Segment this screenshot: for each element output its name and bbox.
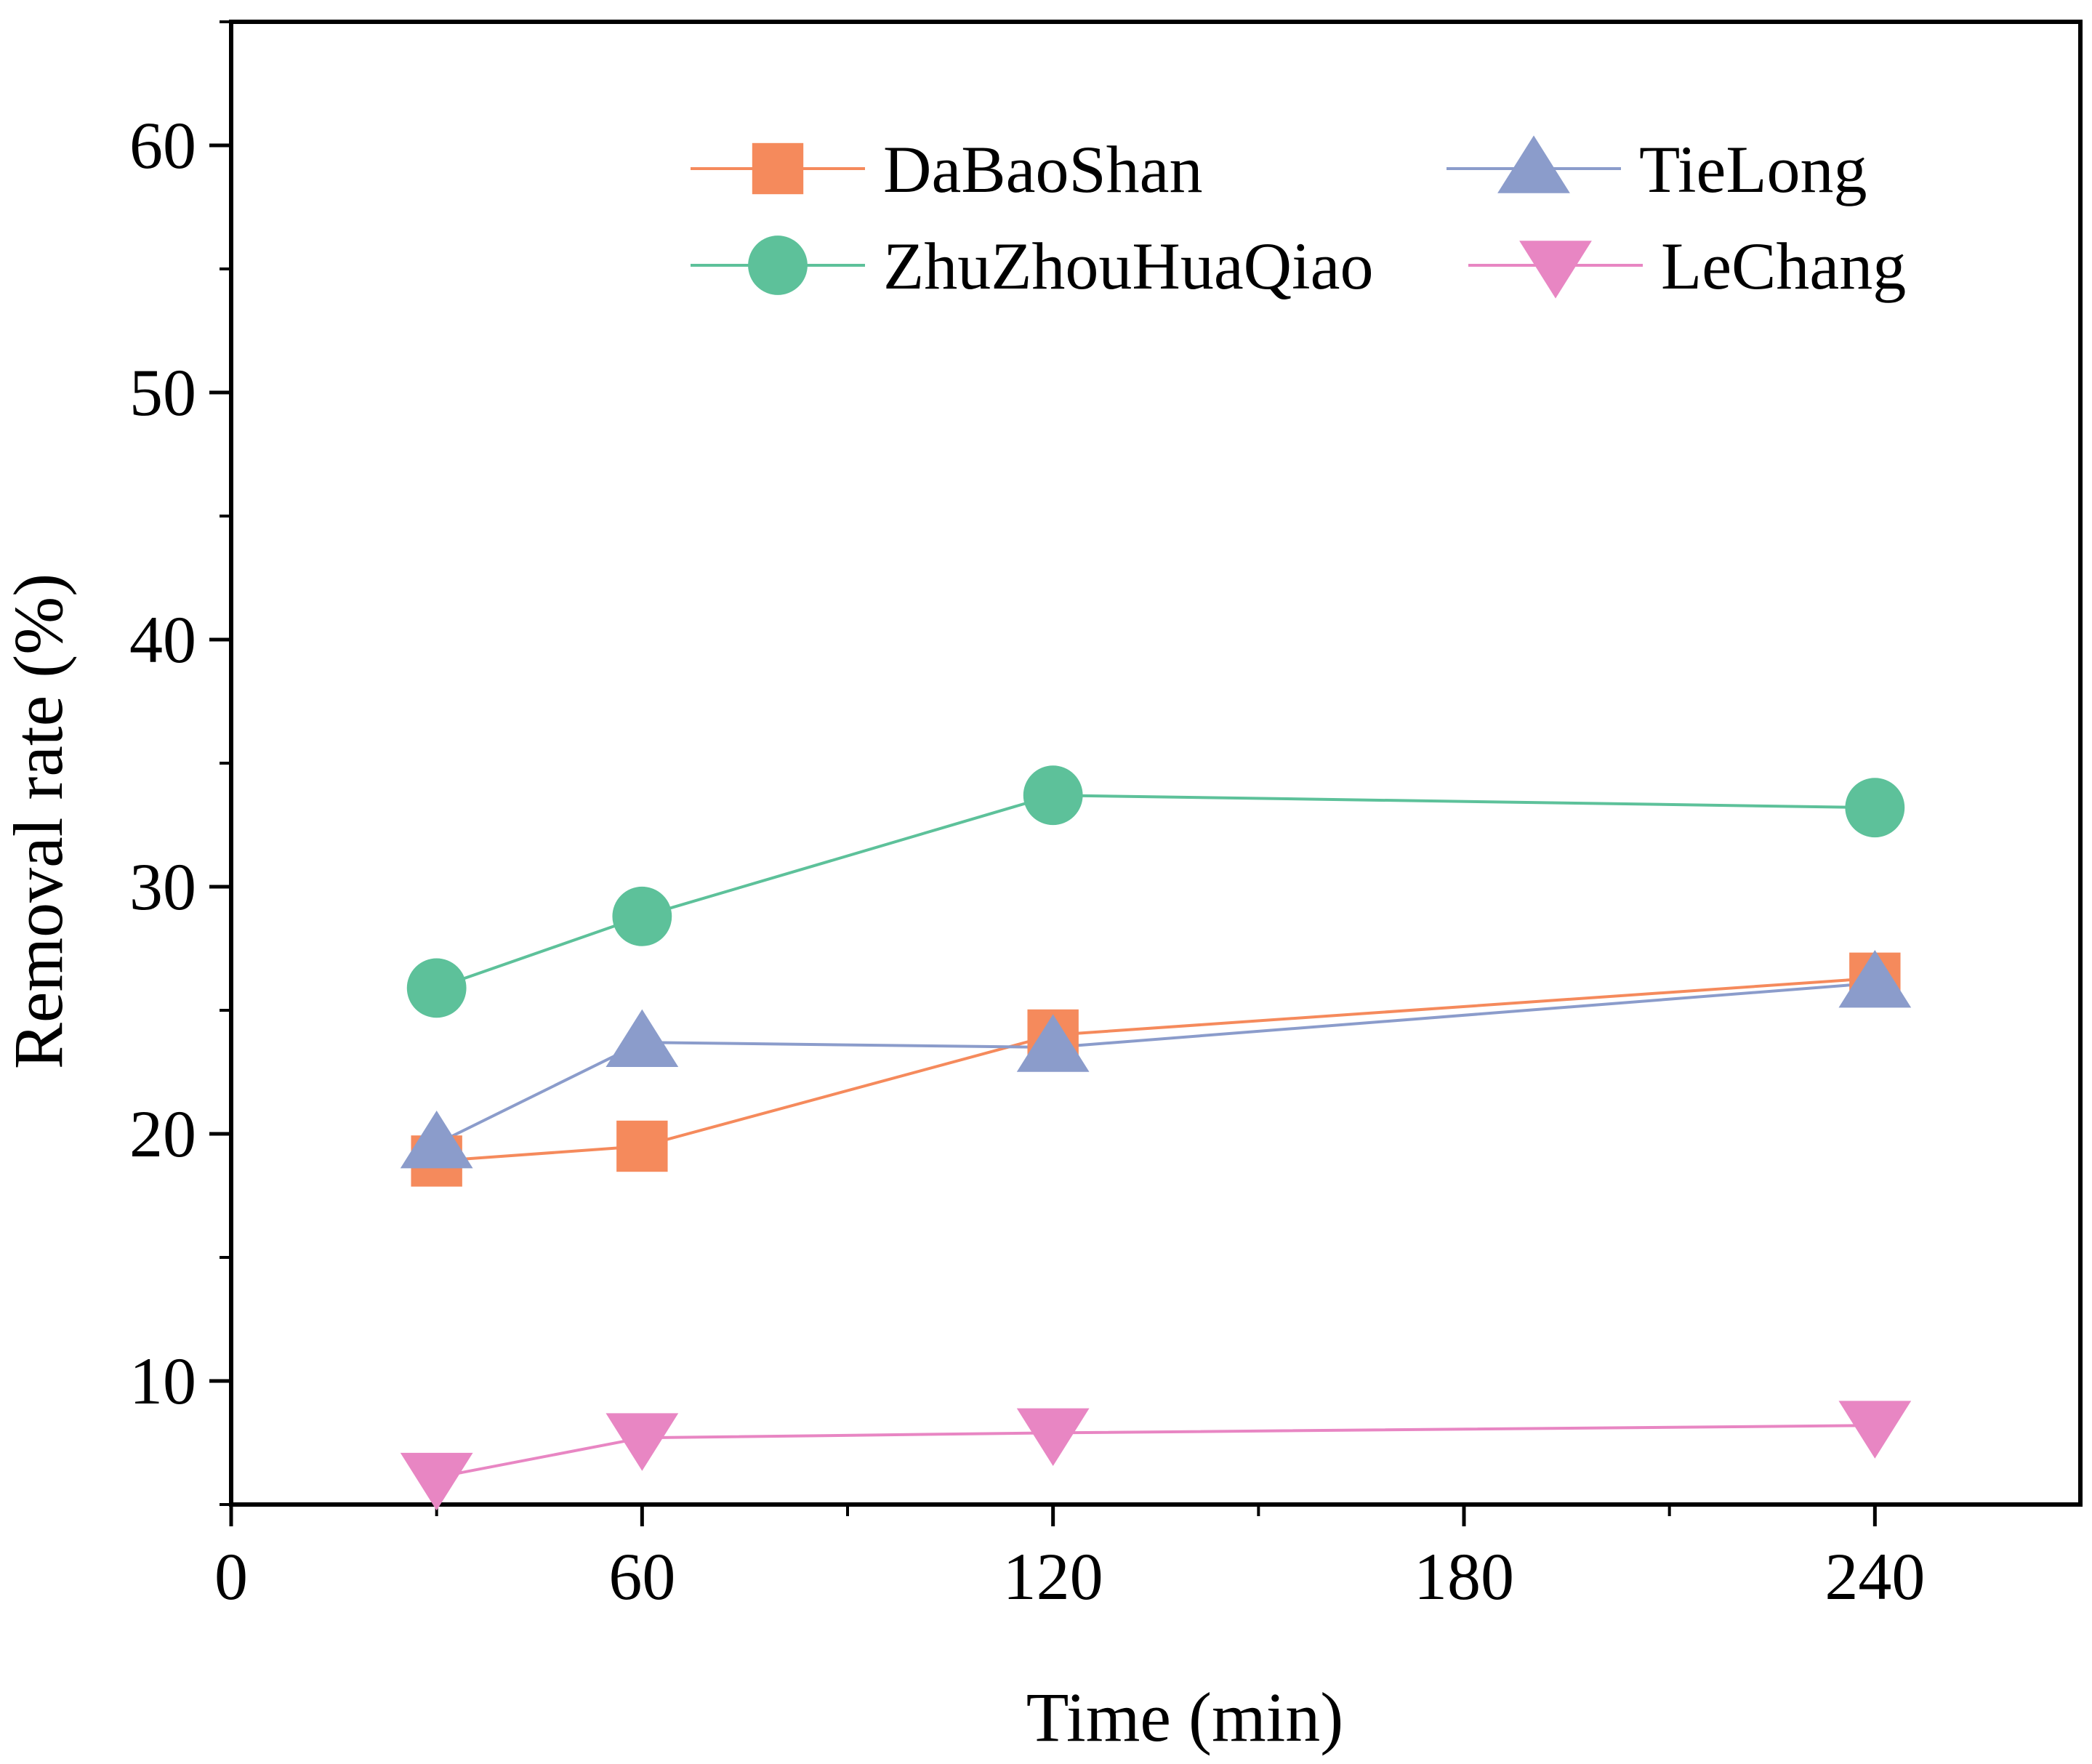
legend-label: DaBaoShan [883, 132, 1202, 206]
series-line-zhuzhouhuaqiao [436, 794, 1875, 990]
data-point-zhuzhouhuaqiao [1023, 765, 1083, 826]
data-point-zhuzhouhuaqiao [612, 886, 672, 946]
x-tick-label: 120 [1003, 1539, 1103, 1614]
legend-item-tielong: TieLong [1447, 132, 1867, 206]
legend-marker-dabaoshan [752, 142, 804, 195]
legend-item-lechang: LeChang [1468, 229, 1906, 303]
data-point-dabaoshan [616, 1120, 668, 1172]
y-tick-label: 30 [129, 850, 196, 924]
x-axis-title: Time (min) [1026, 1678, 1344, 1756]
data-point-zhuzhouhuaqiao [1845, 778, 1905, 838]
data-point-lechang [606, 1413, 679, 1471]
y-tick-label: 60 [129, 108, 196, 182]
series-line-dabaoshan [436, 976, 1875, 1163]
series-line-tielong [435, 981, 1875, 1145]
series-line-lechang [436, 1424, 1875, 1479]
legend-marker-lechang [1519, 241, 1592, 299]
legend-label: TieLong [1639, 132, 1867, 206]
x-tick-label: 0 [214, 1539, 248, 1614]
x-tick-label: 240 [1825, 1539, 1925, 1614]
legend-label: LeChang [1661, 229, 1906, 303]
legend-marker-tielong [1497, 135, 1570, 193]
legend-label: ZhuZhouHuaQiao [883, 229, 1374, 303]
data-point-tielong [1838, 950, 1912, 1008]
x-tick-label: 60 [608, 1539, 675, 1614]
data-point-lechang [1016, 1408, 1090, 1466]
y-tick-label: 40 [129, 603, 196, 677]
data-point-zhuzhouhuaqiao [406, 958, 467, 1018]
data-point-lechang [400, 1452, 473, 1511]
y-axis-title: Removal rate (%) [0, 573, 77, 1069]
legend-item-dabaoshan: DaBaoShan [691, 132, 1202, 206]
legend-item-zhuzhouhuaqiao: ZhuZhouHuaQiao [691, 229, 1374, 303]
data-point-tielong [606, 1009, 679, 1067]
legend-marker-zhuzhouhuaqiao [748, 235, 808, 295]
data-point-tielong [1016, 1014, 1090, 1072]
data-point-tielong [400, 1111, 473, 1169]
y-tick-label: 10 [129, 1344, 196, 1418]
data-point-lechang [1838, 1401, 1912, 1459]
y-tick-label: 50 [129, 355, 196, 430]
y-tick-label: 20 [129, 1097, 196, 1171]
x-tick-label: 180 [1414, 1539, 1514, 1614]
